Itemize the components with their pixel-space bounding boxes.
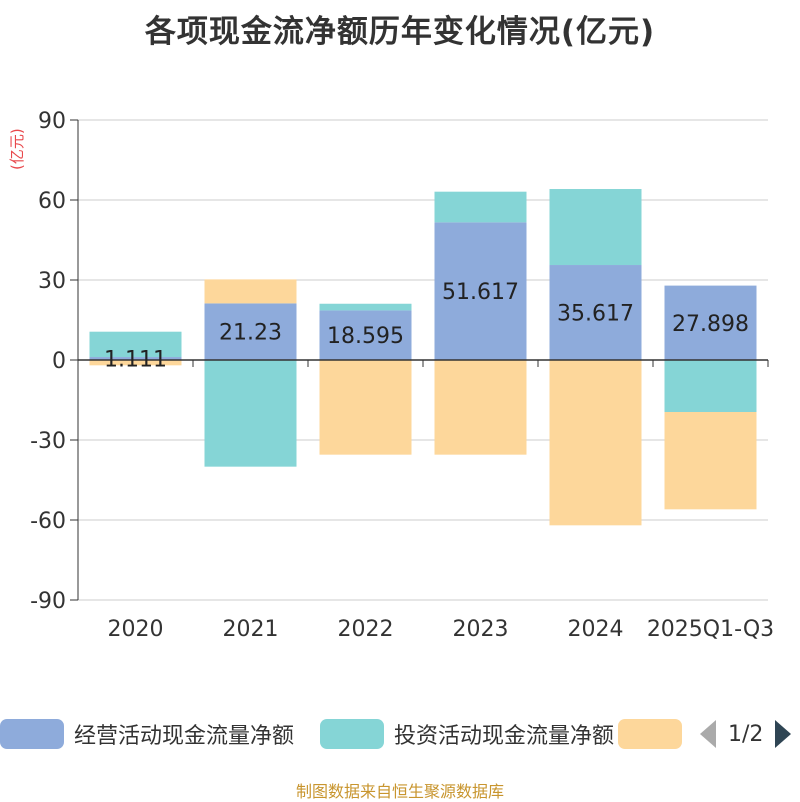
- bar-segment-series-2: [549, 360, 642, 526]
- bar-segment-series-1: [204, 360, 297, 467]
- y-tick-label: 30: [38, 269, 66, 294]
- x-tick-label: 2024: [568, 617, 624, 642]
- bar-segment-series-2: [319, 360, 412, 455]
- legend-label-investing: 投资活动现金流量净额: [394, 724, 615, 749]
- y-tick-label: 0: [52, 349, 66, 374]
- bar-segment-series-0: [319, 310, 412, 360]
- legend-swatch-financing: [618, 719, 682, 749]
- bar-segment-series-0: [204, 303, 297, 360]
- bar-segment-series-0: [664, 285, 757, 360]
- x-tick-label: 2020: [108, 617, 164, 642]
- data-label: 21.23: [219, 321, 282, 346]
- cash-flow-chart: 90 60 30 0 -30 -60 -90 2020 2021 2022 2023 2024 2025…: [30, 109, 774, 642]
- legend-pager: 1/2: [700, 716, 792, 752]
- previous-page-icon[interactable]: [700, 720, 716, 748]
- legend-item-investing[interactable]: 投资活动现金流量净额: [320, 716, 614, 752]
- legend-swatch-investing: [320, 719, 384, 749]
- bar-segment-series-2: [89, 360, 182, 366]
- y-tick-label: 90: [38, 109, 66, 134]
- data-label: 1.111: [104, 348, 167, 373]
- y-tick-label: -30: [30, 429, 66, 454]
- bar-segment-series-2: [434, 360, 527, 455]
- y-tick-label: -90: [30, 589, 66, 614]
- bar-segment-series-2: [204, 279, 297, 304]
- x-tick-label: 2025Q1-Q3: [647, 617, 774, 642]
- bar-segment-series-1: [549, 189, 642, 266]
- bar-segment-series-1: [319, 303, 412, 311]
- y-tick-label: -60: [30, 509, 66, 534]
- legend-item-operating[interactable]: 经营活动现金流量净额: [0, 716, 294, 752]
- bar-segment-series-0: [549, 265, 642, 360]
- data-source-note: 制图数据来自恒生聚源数据库: [295, 782, 504, 801]
- chart-title: 各项现金流净额历年变化情况(亿元): [144, 14, 656, 50]
- bar-segment-series-0: [89, 357, 182, 360]
- x-tick-label: 2021: [223, 617, 279, 642]
- legend-swatch-operating: [0, 719, 64, 749]
- data-label: 35.617: [557, 302, 634, 327]
- next-page-icon[interactable]: [775, 720, 792, 748]
- legend: 经营活动现金流量净额 投资活动现金流量净额: [0, 716, 800, 756]
- data-label: 18.595: [327, 324, 404, 349]
- x-tick-label: 2022: [338, 617, 394, 642]
- bar-segment-series-1: [89, 331, 182, 358]
- bar-segment-series-1: [434, 191, 527, 223]
- legend-item-financing[interactable]: [618, 716, 682, 752]
- bar-segment-series-0: [434, 222, 527, 360]
- data-label: 51.617: [442, 280, 519, 305]
- bar-segment-series-2: [664, 412, 757, 510]
- bar-segment-series-1: [664, 360, 757, 412]
- legend-page-indicator: 1/2: [728, 721, 764, 747]
- legend-label-operating: 经营活动现金流量净额: [74, 724, 295, 749]
- y-tick-label: 60: [38, 189, 66, 214]
- x-tick-label: 2023: [453, 617, 509, 642]
- data-label: 27.898: [672, 312, 749, 337]
